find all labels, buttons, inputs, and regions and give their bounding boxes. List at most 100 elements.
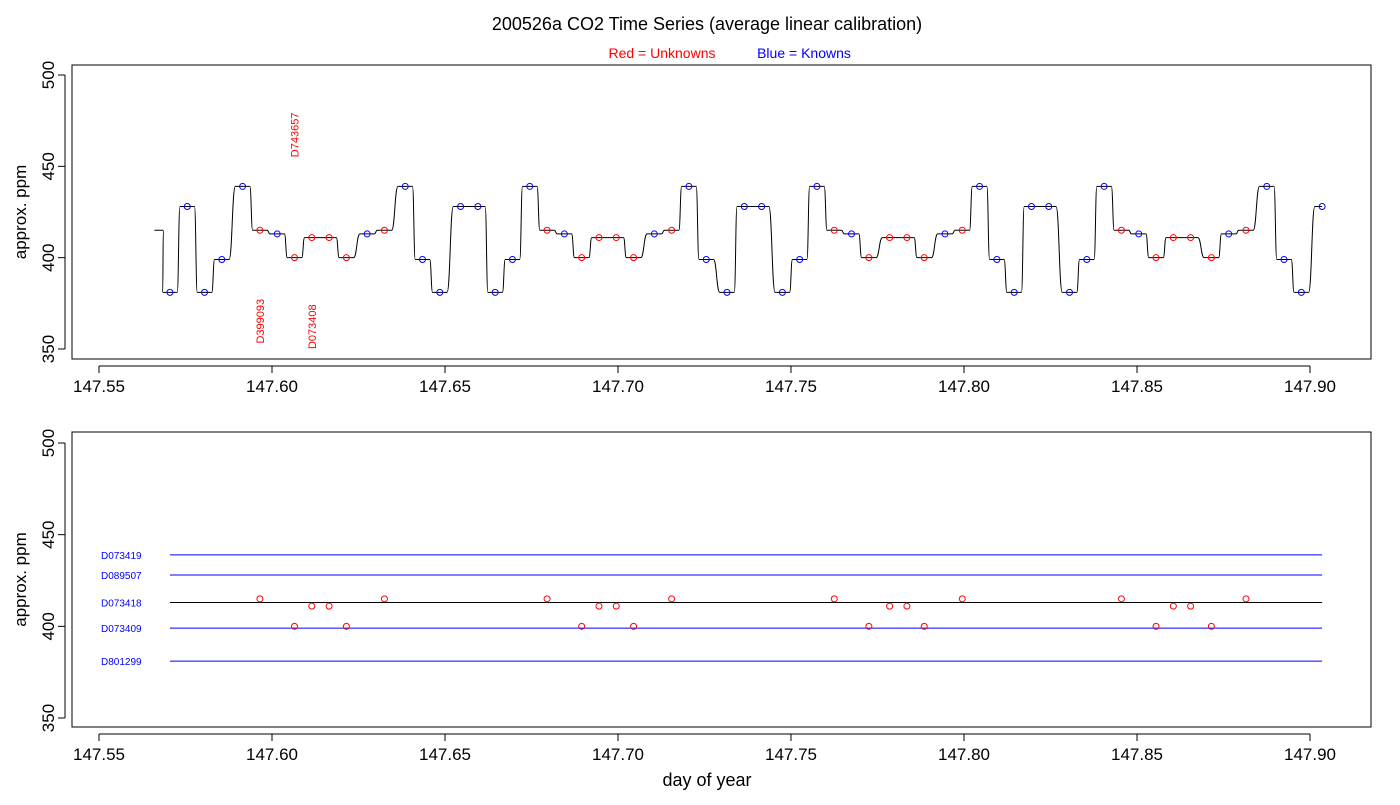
- unknown-sample-point: [543, 226, 551, 234]
- bottom-x-tick-label: 147.70: [592, 745, 644, 764]
- unknown-sample-point: [865, 622, 873, 630]
- reference-line-label: D073418: [101, 599, 142, 610]
- known-standard-point: [183, 203, 191, 211]
- unknown-sample-point: [1187, 602, 1195, 610]
- known-standard-point: [740, 203, 748, 211]
- bottom-x-tick-label: 147.60: [246, 745, 298, 764]
- top-y-tick-label: 450: [39, 152, 58, 180]
- unknown-sample-point: [830, 226, 838, 234]
- known-standard-point: [491, 288, 499, 296]
- known-standard-point: [1318, 203, 1326, 211]
- unknown-sample-point: [830, 595, 838, 603]
- known-standard-point: [201, 288, 209, 296]
- unknown-sample-point: [630, 622, 638, 630]
- known-standard-point: [457, 203, 465, 211]
- top-annotation-label: D743657: [289, 113, 301, 158]
- known-standard-point: [218, 255, 226, 263]
- top-x-tick-label: 147.65: [419, 377, 471, 396]
- unknown-sample-point: [668, 595, 676, 603]
- known-standard-point: [1263, 182, 1271, 190]
- known-standard-point: [1280, 255, 1288, 263]
- known-standard-point: [1225, 230, 1233, 238]
- known-standard-point: [702, 255, 710, 263]
- unknown-sample-point: [886, 602, 894, 610]
- bottom-x-tick-label: 147.55: [73, 745, 125, 764]
- unknown-sample-point: [1242, 595, 1250, 603]
- unknown-sample-point: [903, 234, 911, 242]
- top-annotation-label: D399093: [255, 299, 267, 344]
- unknown-sample-point: [543, 595, 551, 603]
- known-standard-point: [1027, 203, 1035, 211]
- unknown-sample-point: [903, 602, 911, 610]
- unknown-sample-point: [920, 622, 928, 630]
- bottom-y-tick-label: 450: [39, 520, 58, 548]
- unknown-sample-point: [958, 595, 966, 603]
- unknown-sample-point: [578, 622, 586, 630]
- unknown-sample-point: [630, 254, 638, 262]
- unknown-sample-point: [886, 234, 894, 242]
- unknown-sample-point: [325, 234, 333, 242]
- unknown-sample-point: [595, 602, 603, 610]
- known-standard-point: [1083, 255, 1091, 263]
- unknown-sample-point: [1242, 226, 1250, 234]
- top-y-axis-label: approx. ppm: [11, 165, 30, 260]
- unknown-sample-point: [958, 226, 966, 234]
- top-plot-frame: [71, 64, 1372, 360]
- bottom-plot-frame: [71, 431, 1372, 728]
- known-standard-point: [758, 203, 766, 211]
- unknown-sample-point: [1152, 254, 1160, 262]
- bottom-y-axis-label: approx. ppm: [11, 532, 30, 627]
- known-standard-point: [1135, 230, 1143, 238]
- top-x-tick-label: 147.70: [592, 377, 644, 396]
- known-standard-point: [239, 182, 247, 190]
- unknown-sample-point: [256, 595, 264, 603]
- unknown-sample-point: [612, 234, 620, 242]
- bottom-x-axis-label: day of year: [662, 770, 751, 790]
- unknown-sample-point: [578, 254, 586, 262]
- known-standard-point: [436, 288, 444, 296]
- top-x-tick-label: 147.80: [938, 377, 990, 396]
- bottom-x-tick-label: 147.75: [765, 745, 817, 764]
- top-x-tick-label: 147.60: [246, 377, 298, 396]
- top-x-tick-label: 147.85: [1111, 377, 1163, 396]
- top-series-trace: [154, 185, 1323, 293]
- unknown-sample-point: [325, 602, 333, 610]
- top-y-tick-label: 500: [39, 61, 58, 89]
- known-standard-point: [941, 230, 949, 238]
- known-standard-point: [419, 255, 427, 263]
- unknown-sample-point: [308, 234, 316, 242]
- known-standard-point: [813, 182, 821, 190]
- known-standard-point: [526, 182, 534, 190]
- known-standard-point: [685, 182, 693, 190]
- bottom-x-tick-label: 147.85: [1111, 745, 1163, 764]
- reference-line-label: D801299: [101, 657, 142, 668]
- known-standard-point: [273, 230, 281, 238]
- top-annotation-label: D073408: [307, 304, 319, 349]
- known-standard-point: [976, 182, 984, 190]
- bottom-x-tick-label: 147.65: [419, 745, 471, 764]
- bottom-x-tick-label: 147.90: [1284, 745, 1336, 764]
- unknown-sample-point: [1117, 226, 1125, 234]
- bottom-y-tick-label: 400: [39, 612, 58, 640]
- unknown-sample-point: [1187, 234, 1195, 242]
- top-x-tick-label: 147.90: [1284, 377, 1336, 396]
- top-x-tick-label: 147.55: [73, 377, 125, 396]
- top-y-tick-label: 400: [39, 243, 58, 271]
- known-standard-point: [1297, 288, 1305, 296]
- known-standard-point: [401, 182, 409, 190]
- known-standard-point: [993, 255, 1001, 263]
- unknown-sample-point: [1117, 595, 1125, 603]
- reference-line-label: D089507: [101, 571, 142, 582]
- unknown-sample-point: [342, 622, 350, 630]
- reference-line-label: D073409: [101, 624, 142, 635]
- unknown-sample-point: [256, 226, 264, 234]
- unknown-sample-point: [1207, 254, 1215, 262]
- unknown-sample-point: [342, 254, 350, 262]
- top-y-tick-label: 350: [39, 335, 58, 363]
- known-standard-point: [1066, 288, 1074, 296]
- known-standard-point: [1045, 203, 1053, 211]
- unknown-sample-point: [920, 254, 928, 262]
- unknown-sample-point: [308, 602, 316, 610]
